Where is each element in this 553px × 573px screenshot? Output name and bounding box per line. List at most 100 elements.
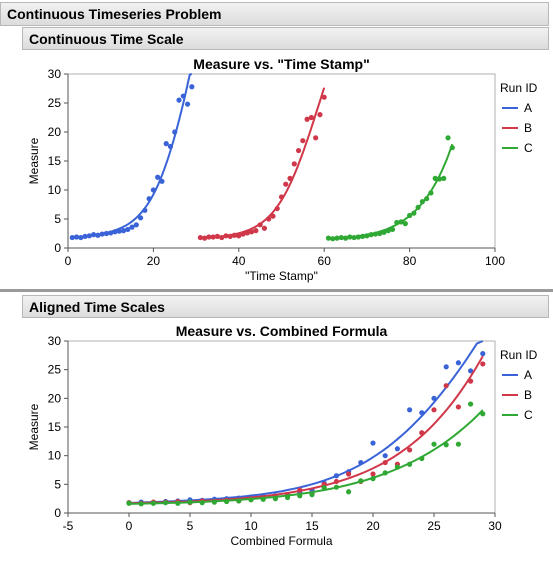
data-point[interactable] [394,219,400,226]
data-point[interactable] [338,234,344,241]
data-point[interactable] [436,176,443,182]
data-point[interactable] [125,226,131,233]
data-point[interactable] [407,461,413,467]
data-point[interactable] [137,215,144,221]
data-point[interactable] [163,141,169,147]
data-point[interactable] [480,351,486,357]
data-point[interactable] [358,459,364,466]
data-point[interactable] [236,498,242,504]
data-point[interactable] [346,471,352,477]
data-point[interactable] [355,234,361,240]
data-point[interactable] [285,494,291,501]
data-point[interactable] [372,231,379,237]
data-point[interactable] [167,143,174,150]
data-point[interactable] [424,196,430,202]
data-point[interactable] [297,487,303,493]
data-point[interactable] [278,194,285,200]
data-point[interactable] [78,234,84,241]
data-point[interactable] [211,499,217,505]
data-point[interactable] [364,233,370,239]
data-point[interactable] [468,378,474,384]
data-point[interactable] [308,114,314,121]
data-point[interactable] [69,234,75,241]
data-point[interactable] [297,493,303,499]
data-point[interactable] [197,234,203,241]
data-point[interactable] [248,497,254,503]
data-point[interactable] [330,236,336,242]
data-point[interactable] [455,441,461,447]
data-point[interactable] [287,175,293,181]
data-point[interactable] [142,207,148,213]
data-point[interactable] [346,489,352,495]
data-point[interactable] [304,116,310,122]
data-point[interactable] [295,147,302,154]
data-point[interactable] [240,231,246,237]
data-point[interactable] [176,97,182,103]
data-point[interactable] [231,232,238,238]
data-point[interactable] [95,232,101,238]
data-point[interactable] [449,145,455,151]
data-point[interactable] [370,440,376,446]
data-point[interactable] [407,447,413,453]
data-point[interactable] [227,233,233,239]
data-point[interactable] [272,496,278,502]
data-point[interactable] [385,228,391,234]
data-point[interactable] [291,161,297,167]
legend-label-b[interactable]: B [524,388,532,402]
data-point[interactable] [382,459,388,466]
data-point[interactable] [325,235,332,241]
data-point[interactable] [370,471,376,477]
data-point[interactable] [189,84,195,90]
data-point[interactable] [333,478,339,485]
data-point[interactable] [432,175,438,181]
data-point[interactable] [206,234,212,240]
legend-label-a[interactable]: A [524,368,532,382]
data-point[interactable] [382,470,388,476]
data-point[interactable] [202,235,208,241]
data-point[interactable] [419,455,425,462]
legend-label-c[interactable]: C [524,408,533,422]
data-point[interactable] [210,234,216,240]
data-point[interactable] [244,230,250,236]
legend-label-a[interactable]: A [524,101,532,115]
data-point[interactable] [266,216,272,222]
data-point[interactable] [394,446,400,452]
data-point[interactable] [155,174,161,180]
data-point[interactable] [455,404,461,410]
data-point[interactable] [175,500,181,506]
data-point[interactable] [419,199,426,205]
data-point[interactable] [358,478,364,484]
data-point[interactable] [261,225,268,231]
data-point[interactable] [146,196,152,202]
data-point[interactable] [394,464,400,470]
data-point[interactable] [360,233,366,239]
data-point[interactable] [300,138,306,144]
data-point[interactable] [214,233,221,239]
data-point[interactable] [431,407,437,413]
data-point[interactable] [419,430,425,436]
data-point[interactable] [480,361,486,367]
data-point[interactable] [199,500,205,506]
data-point[interactable] [73,234,80,240]
data-point[interactable] [317,112,323,118]
data-point[interactable] [116,228,122,234]
data-point[interactable] [270,213,276,219]
data-point[interactable] [257,222,263,228]
data-point[interactable] [351,234,357,241]
data-point[interactable] [172,129,178,135]
data-point[interactable] [411,210,417,216]
data-point[interactable] [187,499,193,505]
data-point[interactable] [480,411,486,417]
data-point[interactable] [138,501,144,507]
data-point[interactable] [407,407,413,413]
data-point[interactable] [368,232,374,238]
data-point[interactable] [180,93,186,99]
data-point[interactable] [159,178,165,184]
data-point[interactable] [321,94,327,100]
data-point[interactable] [415,204,421,210]
data-point[interactable] [468,368,474,374]
data-point[interactable] [103,230,110,237]
data-point[interactable] [334,235,340,241]
section-header-continuous[interactable]: Continuous Time Scale [22,27,549,50]
data-point[interactable] [86,233,92,239]
